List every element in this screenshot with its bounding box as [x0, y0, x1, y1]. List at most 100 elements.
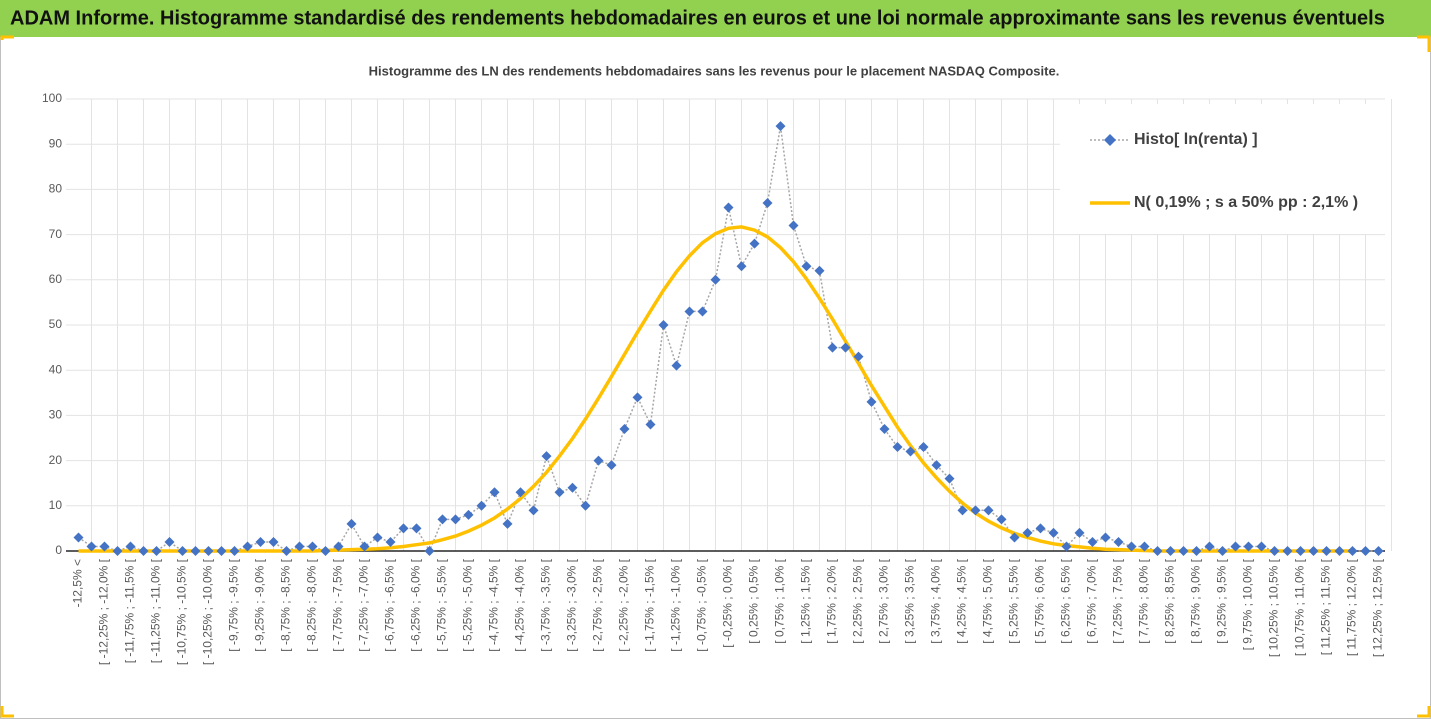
histo-marker — [294, 541, 305, 552]
x-tick-label: [ -5,75% ; -5,5% [ — [435, 558, 449, 651]
histo-marker — [1100, 532, 1111, 543]
histo-marker — [476, 500, 487, 511]
histo-marker — [190, 546, 201, 556]
x-tick-label: [ 7,25% ; 7,5% [ — [1111, 558, 1125, 643]
histo-marker — [1061, 541, 1072, 552]
x-tick-label: [ -3,25% ; -3,0% [ — [565, 558, 579, 651]
histo-marker — [541, 451, 552, 462]
histo-marker — [567, 482, 578, 493]
histo-marker — [1074, 527, 1085, 538]
x-tick-label: [ 1,25% ; 1,5% [ — [799, 558, 813, 643]
x-tick-label: [ 11,25% ; 11,5% [ — [1319, 558, 1333, 655]
histo-marker — [593, 455, 604, 466]
histo-marker — [1113, 536, 1124, 547]
histo-marker — [1360, 546, 1371, 556]
histo-marker — [1139, 541, 1150, 552]
x-tick-label: [ 8,25% ; 8,5% [ — [1163, 558, 1177, 643]
x-tick-label: [ 6,75% ; 7,0% [ — [1085, 558, 1099, 643]
histo-marker — [346, 518, 357, 529]
x-tick-label: [ -10,25% ; -10,0% [ — [201, 558, 215, 665]
histo-marker — [1295, 546, 1306, 556]
histo-marker — [268, 536, 279, 547]
histo-marker — [658, 320, 669, 330]
histo-marker — [879, 423, 890, 434]
x-tick-label: [ 11,75% ; 12,0% [ — [1345, 558, 1359, 656]
y-tick-label: 30 — [49, 408, 63, 422]
histo-marker — [281, 546, 292, 556]
histo-marker — [1269, 546, 1280, 556]
histo-marker — [463, 509, 474, 520]
histo-marker — [372, 532, 383, 543]
histo-marker — [775, 121, 786, 132]
chart-title: Histogramme des LN des rendements hebdom… — [369, 63, 1060, 78]
histo-marker — [177, 546, 188, 556]
x-tick-label: [ 10,75% ; 11,0% [ — [1293, 558, 1307, 656]
histo-marker — [216, 546, 227, 556]
histo-marker — [827, 342, 838, 353]
histo-marker — [1243, 541, 1254, 552]
histo-marker — [1087, 536, 1098, 547]
histo-marker — [580, 500, 591, 511]
x-tick-label: [ -6,25% ; -6,0% [ — [409, 558, 423, 651]
histo-marker — [931, 460, 942, 471]
histo-marker — [697, 306, 708, 317]
y-tick-label: 70 — [49, 227, 63, 241]
histo-marker — [1165, 546, 1176, 556]
histo-marker — [1334, 546, 1345, 556]
x-tick-label: [ -9,25% ; -9,0% [ — [253, 558, 267, 651]
histo-marker — [866, 396, 877, 407]
histo-marker — [749, 238, 760, 249]
histo-marker — [1191, 546, 1202, 556]
x-tick-label: [ -7,25% ; -7,0% [ — [357, 558, 371, 651]
histo-marker — [229, 546, 240, 556]
histo-marker — [606, 460, 617, 471]
histo-marker — [710, 274, 721, 285]
y-tick-label: 100 — [42, 91, 62, 105]
histo-marker — [944, 473, 955, 484]
legend-label: N( 0,19% ; s a 50% pp : 2,1% ) — [1134, 194, 1358, 211]
histo-marker — [892, 442, 903, 453]
histo-marker — [1152, 546, 1163, 556]
histo-marker — [112, 546, 123, 556]
histo-marker — [554, 487, 565, 498]
x-tick-label: [ 12,25% ; 12,5% [ — [1371, 558, 1385, 657]
x-tick-label: [ -3,75% ; -3,5% [ — [539, 558, 553, 651]
histo-marker — [970, 505, 981, 516]
y-tick-label: 90 — [49, 136, 63, 150]
histo-marker — [801, 261, 812, 272]
histo-marker — [1009, 532, 1020, 543]
histo-marker — [918, 442, 929, 453]
x-tick-label: [ 8,75% ; 9,0% [ — [1189, 558, 1203, 643]
histo-marker — [684, 306, 695, 317]
histo-marker — [1230, 541, 1241, 552]
histo-marker — [411, 523, 422, 534]
x-tick-label: [ -0,75% ; -0,5% [ — [695, 558, 709, 651]
x-tick-label: [ 0,25% ; 0,5% [ — [747, 558, 761, 643]
histo-marker — [437, 514, 448, 525]
histo-marker — [619, 423, 630, 434]
corner-marks — [0, 35, 1431, 718]
x-tick-label: [ -6,75% ; -6,5% [ — [383, 558, 397, 651]
y-tick-label: 0 — [55, 543, 62, 557]
x-tick-label: [ -8,25% ; -8,0% [ — [305, 558, 319, 651]
x-tick-label: [ 1,75% ; 2,0% [ — [825, 558, 839, 643]
x-tick-label: [ -10,75% ; -10,5% [ — [175, 558, 189, 665]
histo-marker — [489, 487, 500, 498]
histo-marker — [671, 360, 682, 371]
histo-marker — [203, 546, 214, 556]
x-tick-label: [ 3,25% ; 3,5% [ — [903, 558, 917, 643]
histo-marker — [73, 532, 84, 543]
histo-marker — [983, 505, 994, 516]
histo-marker — [996, 514, 1007, 525]
histo-marker — [840, 342, 851, 353]
legend-box — [1060, 104, 1385, 234]
histo-marker — [645, 419, 656, 430]
y-tick-label: 40 — [49, 362, 63, 376]
header-title: ADAM Informe. Histogramme standardisé de… — [10, 7, 1385, 29]
histo-marker — [333, 541, 344, 552]
histo-marker — [502, 518, 513, 529]
x-tick-label: [ 9,25% ; 9,5% [ — [1215, 558, 1229, 643]
x-tick-label: [ -9,75% ; -9,5% [ — [227, 558, 241, 651]
x-tick-label: [ 4,75% ; 5,0% [ — [981, 558, 995, 643]
histo-marker — [450, 514, 461, 525]
